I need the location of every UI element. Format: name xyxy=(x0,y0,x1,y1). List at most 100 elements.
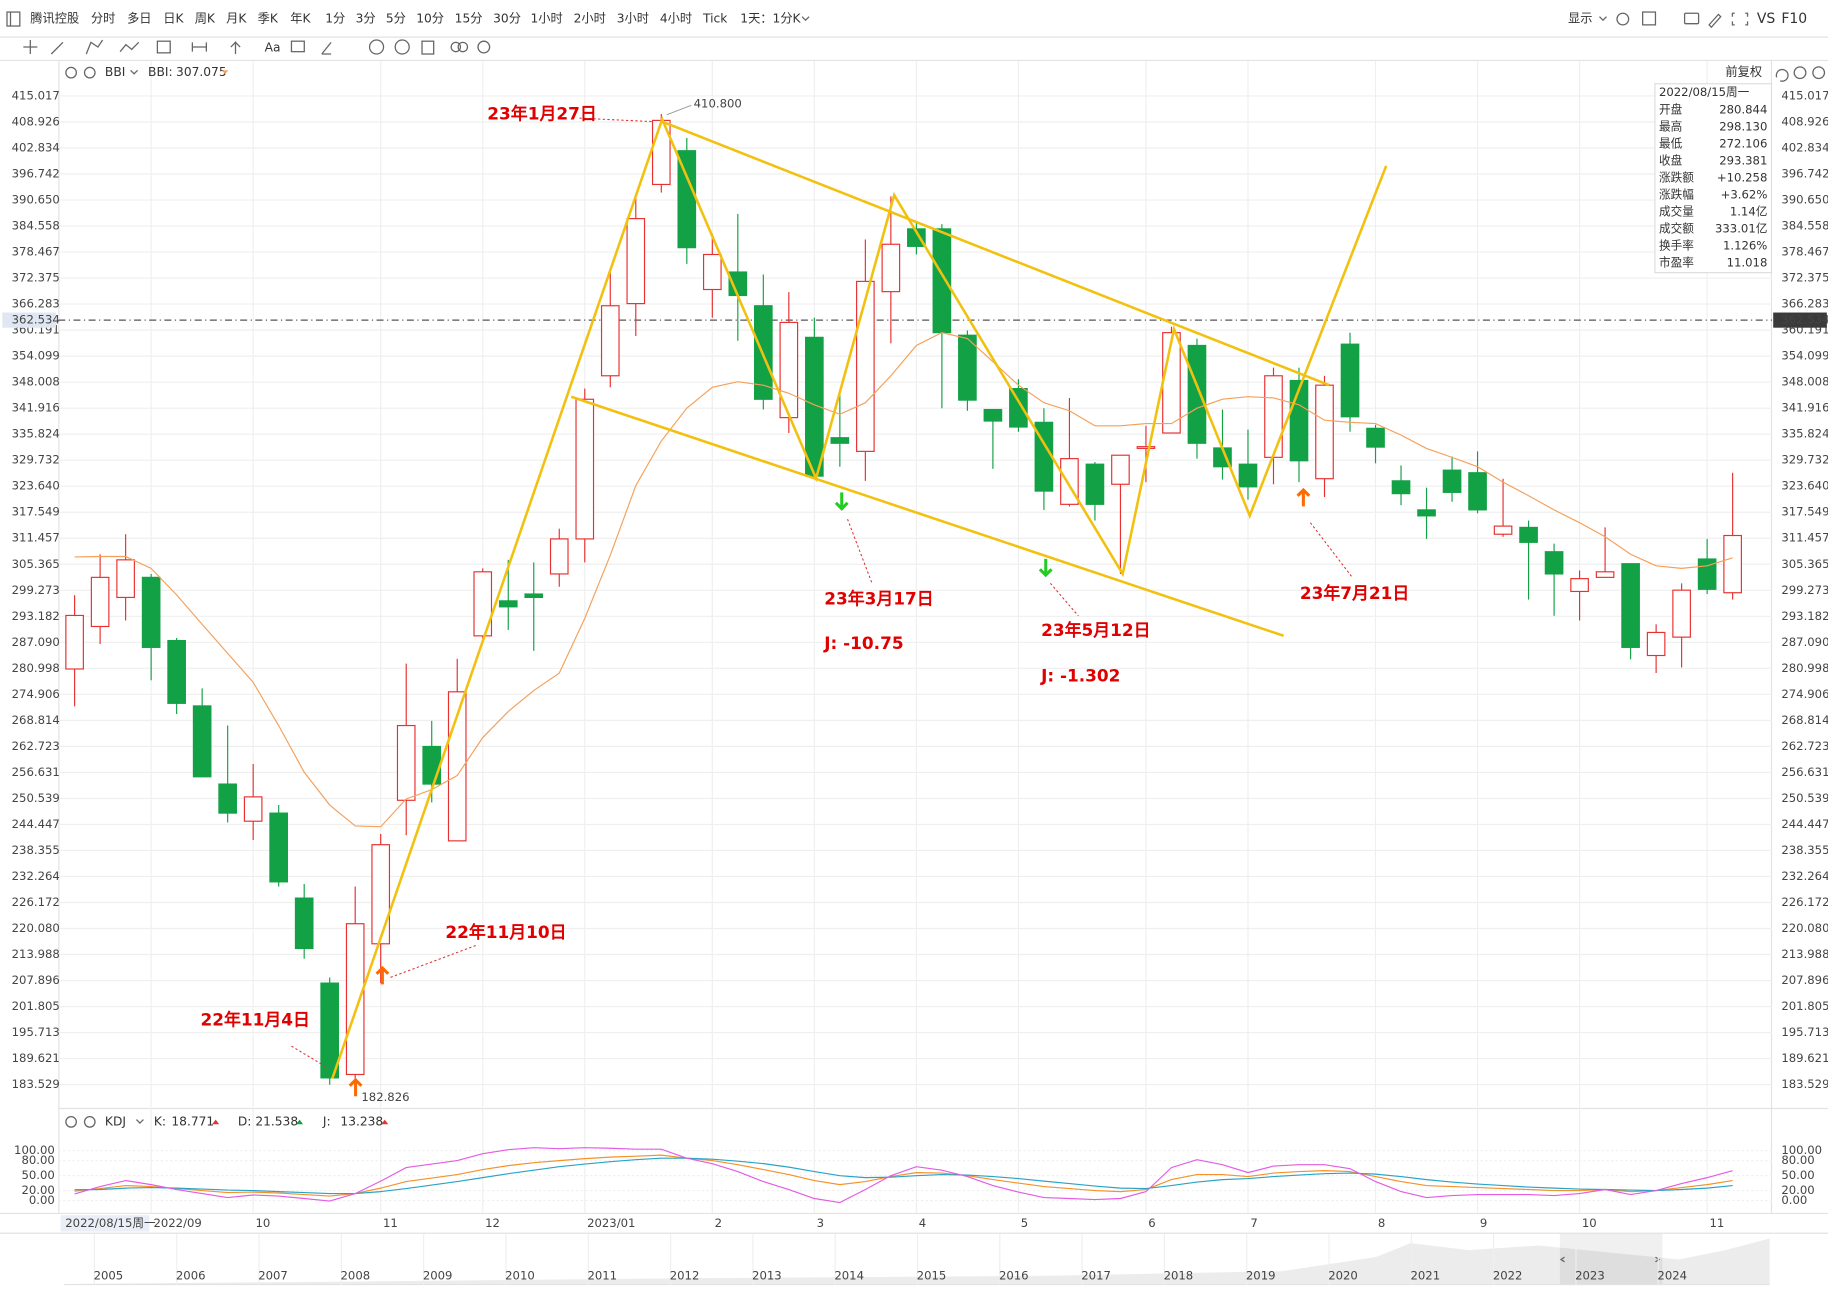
year-label: 2016 xyxy=(999,1268,1029,1282)
info-value: 272.106 xyxy=(1719,137,1767,151)
link-tool[interactable] xyxy=(450,41,462,53)
period-tab[interactable]: 3小时 xyxy=(617,12,649,26)
indicator-close[interactable] xyxy=(83,1116,96,1128)
y-tick-label-right: 390.650 xyxy=(1781,193,1828,207)
shape-tool[interactable] xyxy=(156,40,171,54)
annotation: J: -10.75 xyxy=(823,633,903,653)
y-tick-label: 372.375 xyxy=(12,271,60,285)
stock-name[interactable]: 腾讯控股 xyxy=(30,11,79,26)
y-tick-label: 299.273 xyxy=(12,583,60,597)
info-value: +10.258 xyxy=(1717,171,1768,185)
period-tab[interactable]: 季K xyxy=(258,12,279,26)
y-tick-label: 195.713 xyxy=(12,1025,60,1039)
x-tick-label: 2022/09 xyxy=(153,1216,201,1230)
period-tab[interactable]: 30分 xyxy=(493,12,521,26)
year-label: 2010 xyxy=(505,1268,535,1282)
x-tick-label: 2023/01 xyxy=(587,1216,635,1230)
period-tab[interactable]: 4小时 xyxy=(660,12,692,26)
zoom-in-icon[interactable] xyxy=(1812,66,1826,80)
navigator-area xyxy=(64,1238,1770,1284)
y-tick-label: 402.834 xyxy=(12,141,60,155)
y-tick-label: 0.00 xyxy=(29,1193,55,1207)
candle-body xyxy=(1085,463,1105,505)
info-label: 涨跌额 xyxy=(1659,171,1694,185)
y-tick-label: 238.355 xyxy=(12,843,60,857)
y-tick-label-right: 80.00 xyxy=(1781,1153,1814,1167)
info-value: 1.14亿 xyxy=(1730,205,1768,219)
y-tick-label: 341.916 xyxy=(12,401,60,415)
period-tab[interactable]: 1天：1分K xyxy=(740,12,801,26)
f10-button[interactable]: F10 xyxy=(1781,11,1807,27)
settings-icon[interactable] xyxy=(1616,12,1630,26)
link-tool[interactable] xyxy=(457,41,469,53)
candle-body xyxy=(1646,631,1666,657)
candle-body xyxy=(1468,472,1487,511)
buy-arrow xyxy=(348,1077,363,1097)
text-tool[interactable]: Aa xyxy=(265,41,281,55)
line-tool[interactable] xyxy=(50,41,64,55)
navigator-handles[interactable] xyxy=(1559,1256,1661,1263)
measure-tool[interactable] xyxy=(191,42,207,52)
hide-tool[interactable] xyxy=(394,39,410,55)
period-tab[interactable]: 年K xyxy=(290,12,311,26)
delete-tool[interactable] xyxy=(421,40,435,55)
x-tick-label: 4 xyxy=(919,1216,926,1230)
y-tick-label-right: 256.631 xyxy=(1781,765,1828,779)
period-tab[interactable]: Tick xyxy=(702,12,728,26)
indicator-settings[interactable] xyxy=(65,66,78,79)
period-tab[interactable]: 10分 xyxy=(416,12,444,26)
wave-tool[interactable] xyxy=(119,41,140,53)
period-tab[interactable]: 1分 xyxy=(325,12,345,26)
trend-tool[interactable] xyxy=(85,39,104,55)
candle-body xyxy=(218,783,237,814)
layout-icon[interactable] xyxy=(1641,11,1657,26)
candle-body xyxy=(881,243,901,293)
y-tick-label-right: 329.732 xyxy=(1781,453,1828,467)
period-tab[interactable]: 月K xyxy=(226,12,247,26)
candle-body xyxy=(1519,526,1538,543)
note-tool[interactable] xyxy=(290,40,305,53)
year-label: 2024 xyxy=(1657,1268,1687,1282)
period-tab[interactable]: 日K xyxy=(163,12,184,26)
angle-tool[interactable] xyxy=(321,41,332,55)
period-tab[interactable]: 3分 xyxy=(356,12,376,26)
display-menu[interactable]: 显示 xyxy=(1568,12,1592,26)
candle-body xyxy=(702,253,722,291)
panel-icon[interactable] xyxy=(6,11,21,27)
year-label: 2022 xyxy=(1493,1268,1523,1282)
y-tick-label-right: 213.988 xyxy=(1781,947,1828,961)
period-tab[interactable]: 分时 xyxy=(91,12,115,26)
adjust-mode[interactable]: 前复权 xyxy=(1725,64,1762,79)
zoom-out-icon[interactable] xyxy=(1793,66,1807,80)
y-tick-label: 415.017 xyxy=(12,88,60,102)
annotation-links xyxy=(291,117,1353,1068)
candle-body xyxy=(524,593,544,599)
settings-tool[interactable] xyxy=(477,40,491,54)
y-tick-label-right: 317.549 xyxy=(1781,505,1828,519)
crosshair-tool[interactable] xyxy=(23,40,38,55)
period-tab[interactable]: 周K xyxy=(195,12,216,26)
arrow-tool[interactable] xyxy=(230,40,241,55)
navigator-window[interactable] xyxy=(1559,1233,1663,1286)
year-label: 2015 xyxy=(917,1268,947,1282)
period-tab[interactable]: 1小时 xyxy=(530,12,562,26)
fullscreen-icon[interactable] xyxy=(1731,12,1749,26)
pen-icon[interactable] xyxy=(1708,13,1722,29)
period-tab[interactable]: 15分 xyxy=(455,12,483,26)
info-value: 333.01亿 xyxy=(1715,222,1767,236)
vs-button[interactable]: VS xyxy=(1757,11,1776,27)
navigator-years: 2005 2006 2007 2008 2009 2010 2011 2012 2013 2014… xyxy=(94,1233,1687,1286)
period-tab[interactable]: 5分 xyxy=(386,12,406,26)
indicator-settings[interactable] xyxy=(65,1116,78,1128)
period-tab[interactable]: 2小时 xyxy=(574,12,606,26)
indicator-line xyxy=(74,1147,1733,1204)
indicator-close[interactable] xyxy=(83,66,96,79)
sub-indicator-name[interactable]: KDJ xyxy=(105,1114,126,1128)
main-indicator-name[interactable]: BBI xyxy=(105,65,125,79)
period-tab[interactable]: 多日 xyxy=(127,12,151,26)
camera-icon[interactable] xyxy=(1683,12,1700,25)
y-tick-label-right: 354.099 xyxy=(1781,349,1828,363)
magnet-tool[interactable] xyxy=(368,39,385,55)
reset-icon[interactable] xyxy=(1775,68,1789,82)
